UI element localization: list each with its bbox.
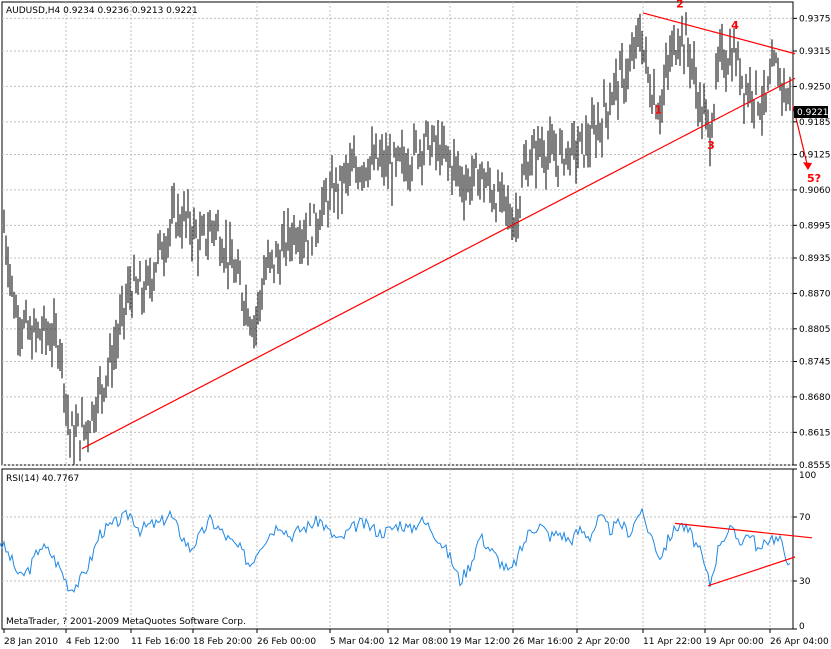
wave-label: 1 [654, 104, 662, 117]
price-tick-label: 0.8935 [799, 254, 831, 264]
price-tick-label: 0.8805 [799, 325, 831, 335]
lower-trendline [81, 77, 796, 450]
rsi-axis: 100 70 30 0 [793, 468, 816, 632]
price-grid [2, 2, 793, 466]
wave-labels: 1 2 3 4 5? [654, 0, 821, 185]
time-tick-label: 19 Apr 00:00 [705, 637, 764, 647]
time-tick-label: 12 Mar 08:00 [388, 637, 448, 647]
last-price-box [794, 106, 828, 118]
price-tick-label: 0.9185 [799, 118, 831, 128]
price-tick-label: 0.9315 [799, 47, 831, 57]
projection-arrowhead [803, 162, 812, 171]
rsi-tick-label: 0 [799, 622, 805, 632]
rsi-lower-trendline [707, 556, 796, 587]
price-tick-label: 0.9250 [799, 82, 831, 92]
time-tick-label: 18 Feb 20:00 [193, 637, 252, 647]
price-tick-label: 0.8745 [799, 358, 831, 368]
rsi-grid [2, 469, 793, 629]
rsi-series [0, 507, 791, 593]
time-tick-label: 11 Apr 22:00 [643, 637, 702, 647]
time-tick-label: 26 Feb 00:00 [257, 637, 316, 647]
time-tick-label: 26 Apr 04:00 [770, 637, 829, 647]
wave-label: 4 [731, 19, 739, 32]
copyright-footer: MetaTrader, ? 2001-2009 MetaQuotes Softw… [6, 617, 246, 627]
price-tick-label: 0.8555 [799, 461, 831, 471]
time-tick-label: 4 Feb 12:00 [66, 637, 120, 647]
price-tick-label: 0.8995 [799, 221, 831, 231]
price-tick-label: 0.8870 [799, 289, 831, 299]
upper-trendline [642, 12, 796, 55]
price-tick-label: 0.8680 [799, 393, 831, 403]
price-bars [3, 12, 791, 465]
price-tick-label: 0.8615 [799, 428, 831, 438]
price-tick-label: 0.9060 [799, 186, 831, 196]
time-tick-label: 26 Mar 16:00 [513, 637, 573, 647]
price-tick-label: 0.9125 [799, 151, 831, 161]
rsi-tick-label: 70 [799, 513, 811, 523]
price-tick-label: 0.9375 [799, 14, 831, 24]
price-panel [1, 1, 794, 466]
rsi-tick-label: 100 [799, 471, 816, 481]
rsi-trendlines [674, 522, 813, 587]
time-axis: 28 Jan 2010 4 Feb 12:00 11 Feb 16:00 18 Feb… [3, 629, 829, 647]
rsi-upper-trendline [674, 522, 813, 539]
time-tick-label: 2 Apr 20:00 [577, 637, 630, 647]
last-price-label: 0.9221 [797, 108, 829, 118]
wave-label: 2 [676, 0, 684, 10]
rsi-line [0, 507, 791, 593]
rsi-panel [1, 468, 794, 630]
time-tick-label: 19 Mar 12:00 [450, 637, 510, 647]
price-axis: 0.9375 0.9315 0.9250 0.9185 0.9125 0.9060 0.89… [793, 14, 831, 471]
symbol-header: AUDUSD,H4 0.9234 0.9236 0.9213 0.9221 [6, 6, 198, 16]
wave-label: 3 [707, 139, 715, 152]
time-tick-label: 28 Jan 2010 [4, 637, 58, 647]
rsi-tick-label: 30 [799, 577, 811, 587]
wave-label: 5? [807, 172, 821, 185]
time-tick-label: 11 Feb 16:00 [131, 637, 190, 647]
time-tick-label: 5 Mar 04:00 [330, 637, 385, 647]
rsi-header: RSI(14) 40.7767 [6, 474, 79, 484]
